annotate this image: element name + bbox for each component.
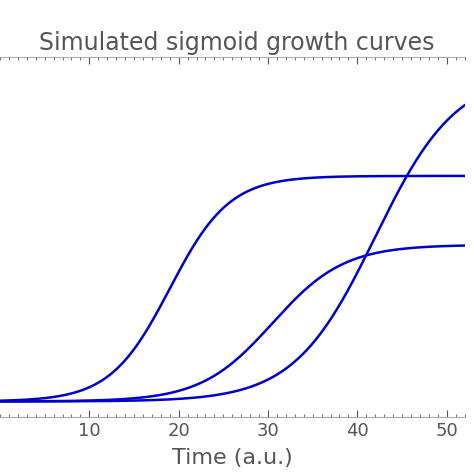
- Text: Simulated sigmoid growth curves: Simulated sigmoid growth curves: [39, 31, 435, 55]
- X-axis label: Time (a.u.): Time (a.u.): [172, 448, 292, 468]
